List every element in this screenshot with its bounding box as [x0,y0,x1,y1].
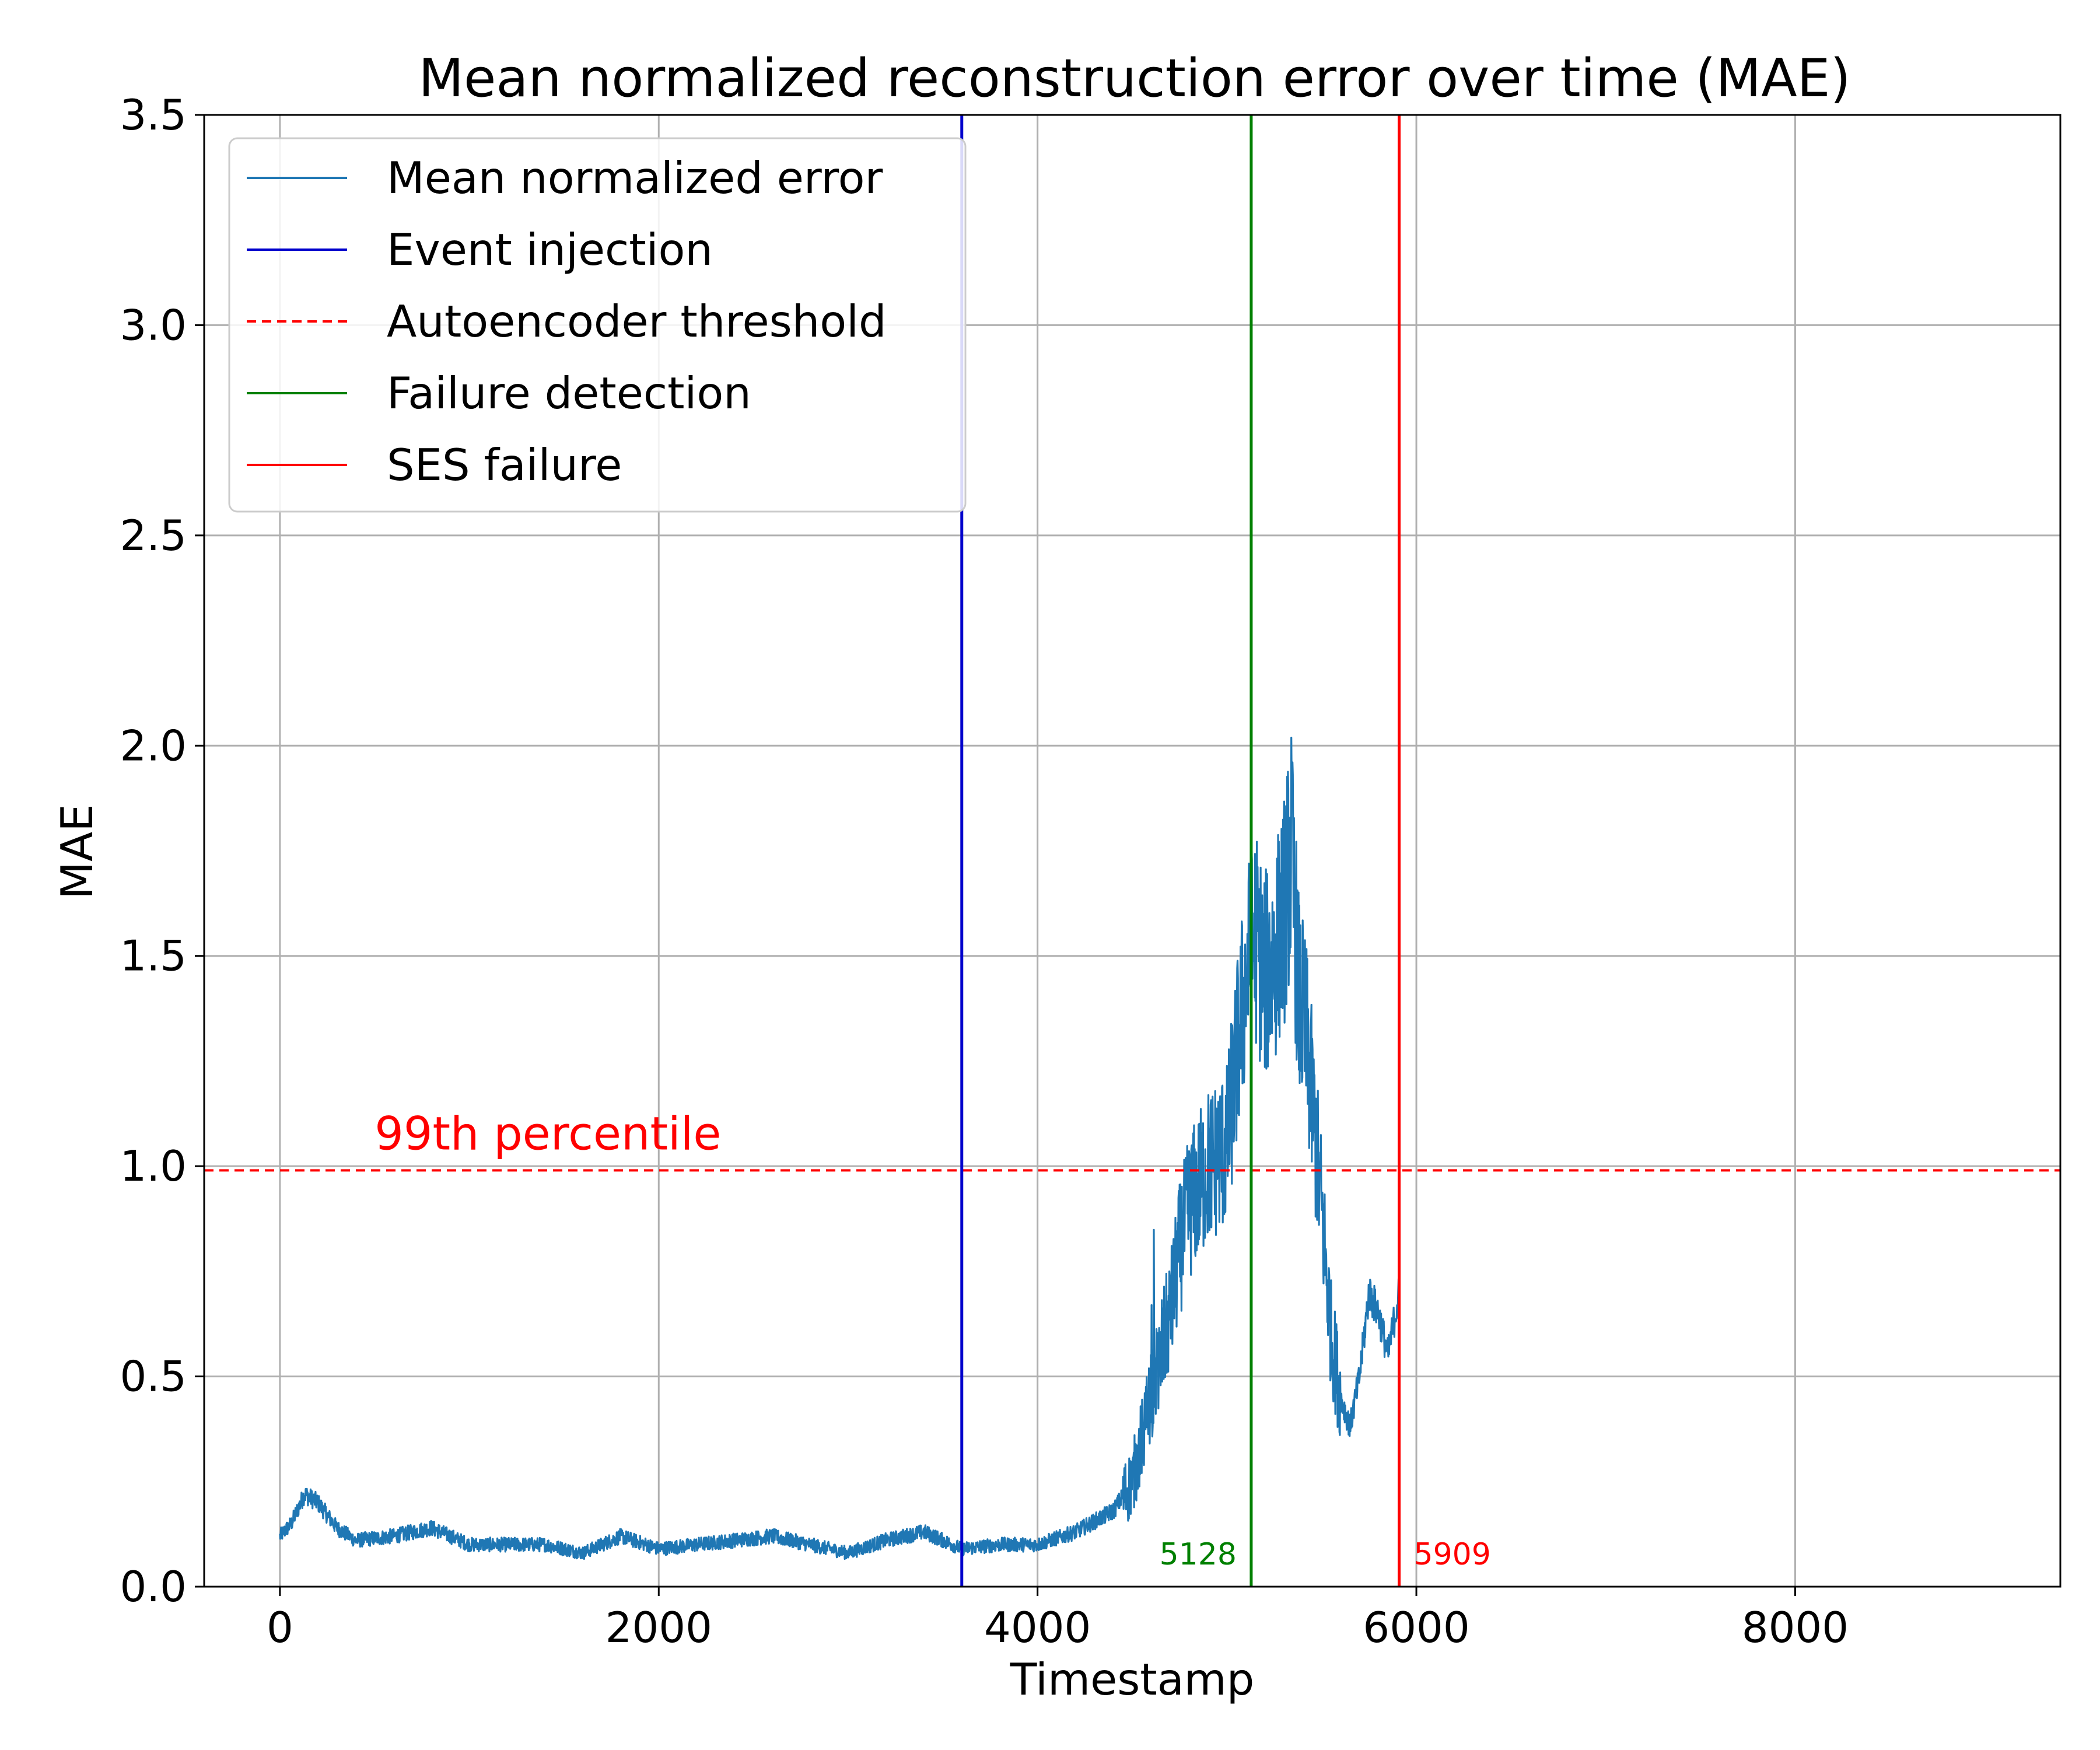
vline-value-label: 5909 [1413,1537,1490,1572]
x-tick-label: 4000 [984,1603,1091,1652]
legend-box [228,137,967,513]
legend: Mean normalized error Event injection Auto… [228,137,967,513]
plot-frame [203,114,2062,1588]
plot-area: 5128 5909 99th percentile [204,115,2060,1587]
chart-title: Mean normalized reconstruction error ove… [418,48,1850,109]
legend-label: Event injection [387,224,713,275]
x-axis-label: Timestamp [1010,1654,1255,1705]
x-tick-label: 2000 [606,1603,712,1652]
x-tick-label: 6000 [1363,1603,1469,1652]
series-line-mean-normalized-error [279,736,1400,1560]
y-tick-label: 3.0 [120,300,187,349]
legend-label: Failure detection [387,368,751,419]
y-tick-label: 1.5 [120,932,187,981]
vline-value-label: 5128 [1160,1537,1237,1572]
grid-lines [204,114,2060,1588]
legend-label: SES failure [387,439,622,491]
y-tick-label: 2.0 [120,721,187,770]
y-axis-ticks: 0.0 0.5 1.0 1.5 2.0 2.5 3.0 3.5 [120,90,204,1611]
legend-label: Mean normalized error [387,152,883,204]
y-axis-label: MAE [51,804,103,899]
y-tick-label: 3.5 [120,90,187,139]
y-tick-label: 0.0 [120,1562,187,1611]
x-tick-label: 0 [267,1603,293,1652]
x-axis-ticks: 0 2000 4000 6000 8000 [267,1587,1849,1652]
y-tick-label: 0.5 [120,1352,187,1401]
percentile-annotation: 99th percentile [374,1108,721,1160]
y-tick-label: 2.5 [120,511,187,560]
x-tick-label: 8000 [1742,1603,1849,1652]
legend-label: Autoencoder threshold [387,296,887,347]
y-tick-label: 1.0 [120,1142,187,1191]
